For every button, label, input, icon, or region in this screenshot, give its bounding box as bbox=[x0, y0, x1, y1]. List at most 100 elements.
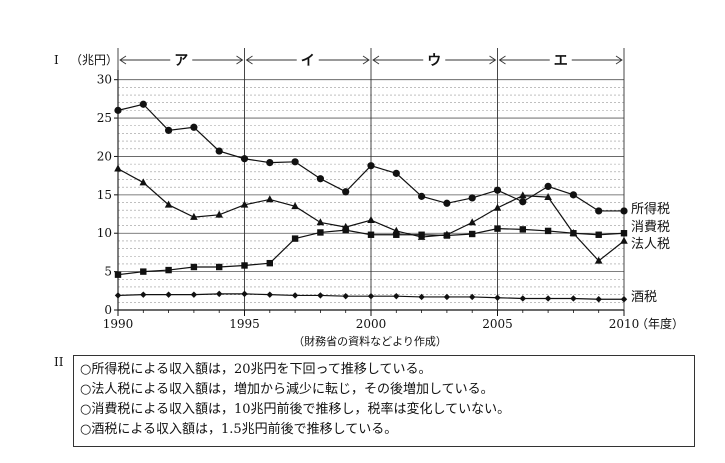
y-tick-label: 5 bbox=[104, 265, 112, 279]
data-point bbox=[266, 195, 274, 203]
period-label-bg bbox=[170, 50, 193, 68]
data-point bbox=[241, 290, 248, 298]
period-arrow-left bbox=[498, 55, 506, 65]
data-point bbox=[317, 292, 324, 299]
data-point bbox=[469, 230, 476, 238]
data-point bbox=[544, 227, 552, 235]
data-point bbox=[140, 268, 147, 275]
statement-liquor-tax: ○酒税による収入額は，1.5兆円前後で推移している。 bbox=[80, 422, 398, 437]
section-one-label: I bbox=[54, 53, 59, 67]
data-point bbox=[620, 207, 628, 215]
data-point bbox=[569, 229, 578, 237]
section-two-label: II bbox=[54, 355, 64, 369]
data-point bbox=[620, 230, 628, 237]
y-tick-label: 20 bbox=[97, 149, 112, 163]
data-point bbox=[595, 207, 603, 215]
data-point bbox=[342, 188, 350, 196]
data-point bbox=[469, 293, 476, 301]
data-point bbox=[291, 292, 299, 299]
data-point bbox=[114, 292, 122, 299]
data-point bbox=[367, 215, 375, 223]
data-point bbox=[569, 191, 578, 199]
period-arrow-right bbox=[489, 55, 497, 65]
data-point bbox=[165, 291, 172, 298]
data-point bbox=[114, 271, 122, 278]
period-arrow-right bbox=[236, 55, 244, 65]
data-point bbox=[367, 162, 375, 170]
data-point bbox=[241, 262, 248, 269]
data-point bbox=[620, 236, 628, 244]
period-label: イ bbox=[301, 53, 315, 69]
data-point bbox=[544, 182, 552, 190]
x-tick-label: 2010 bbox=[609, 317, 640, 331]
data-point bbox=[519, 226, 526, 233]
data-point bbox=[417, 232, 426, 240]
data-point bbox=[140, 291, 147, 298]
period-label-bg bbox=[423, 50, 446, 68]
x-tick-label: 2000 bbox=[356, 317, 387, 331]
x-tick-label: 1990 bbox=[103, 317, 134, 331]
period-arrow-left bbox=[245, 55, 253, 65]
data-point bbox=[443, 293, 451, 301]
data-point bbox=[519, 191, 527, 199]
data-point bbox=[165, 266, 172, 274]
data-point bbox=[266, 259, 273, 267]
y-tick-label: 10 bbox=[97, 226, 112, 240]
period-arrow-right bbox=[362, 55, 370, 65]
data-point bbox=[240, 200, 249, 208]
data-point bbox=[139, 100, 147, 108]
data-point bbox=[190, 123, 198, 131]
data-point bbox=[393, 231, 400, 238]
series-label: 消費税 bbox=[631, 220, 670, 235]
data-point bbox=[215, 147, 223, 155]
data-point bbox=[139, 178, 148, 186]
data-point bbox=[190, 291, 198, 298]
data-point bbox=[215, 210, 223, 218]
period-label: エ bbox=[554, 53, 568, 69]
data-point bbox=[317, 229, 324, 236]
data-point bbox=[240, 155, 249, 163]
line-chart: I （兆円） （年度） （財務省の資料などより作成） 0 5 10 15 20 25 30 1… bbox=[54, 48, 684, 348]
period-arrow-left bbox=[119, 55, 127, 65]
y-tick-label: 0 bbox=[104, 303, 112, 317]
y-tick-label: 25 bbox=[97, 111, 112, 125]
period-arrow-left bbox=[372, 55, 380, 65]
data-point bbox=[291, 202, 299, 210]
data-point bbox=[114, 164, 122, 172]
axes: 0 5 10 15 20 25 30 1990 1995 2000 2005 2010 bbox=[97, 70, 640, 331]
data-point bbox=[165, 126, 173, 134]
data-point bbox=[544, 295, 552, 302]
data-point bbox=[418, 293, 425, 301]
data-point bbox=[443, 199, 451, 207]
series-group bbox=[114, 100, 628, 303]
data-point bbox=[570, 295, 577, 302]
data-point bbox=[367, 292, 375, 300]
data-point bbox=[216, 290, 223, 298]
data-point bbox=[519, 295, 526, 302]
data-point bbox=[595, 296, 602, 303]
data-point bbox=[190, 212, 198, 220]
x-tick-label: 1995 bbox=[229, 317, 260, 331]
data-point bbox=[392, 169, 400, 177]
data-point bbox=[114, 106, 122, 114]
data-point bbox=[595, 231, 602, 238]
data-point bbox=[216, 263, 223, 271]
data-point bbox=[291, 235, 299, 242]
data-point bbox=[494, 225, 501, 232]
data-point bbox=[468, 194, 476, 202]
data-point bbox=[493, 203, 502, 211]
y-tick-label: 15 bbox=[97, 188, 112, 202]
data-point bbox=[544, 192, 552, 200]
data-point bbox=[341, 222, 350, 230]
data-point bbox=[393, 292, 400, 300]
data-point bbox=[164, 200, 173, 208]
data-point bbox=[316, 218, 325, 226]
x-tick-label: 2005 bbox=[482, 317, 513, 331]
data-point bbox=[342, 226, 349, 234]
period-arrow-right bbox=[615, 55, 623, 65]
period-label-bg bbox=[549, 50, 572, 68]
period-label: ウ bbox=[427, 53, 441, 69]
source-note: （財務省の資料などより作成） bbox=[293, 334, 447, 348]
data-point bbox=[493, 186, 502, 194]
series-label: 所得税 bbox=[631, 201, 670, 217]
